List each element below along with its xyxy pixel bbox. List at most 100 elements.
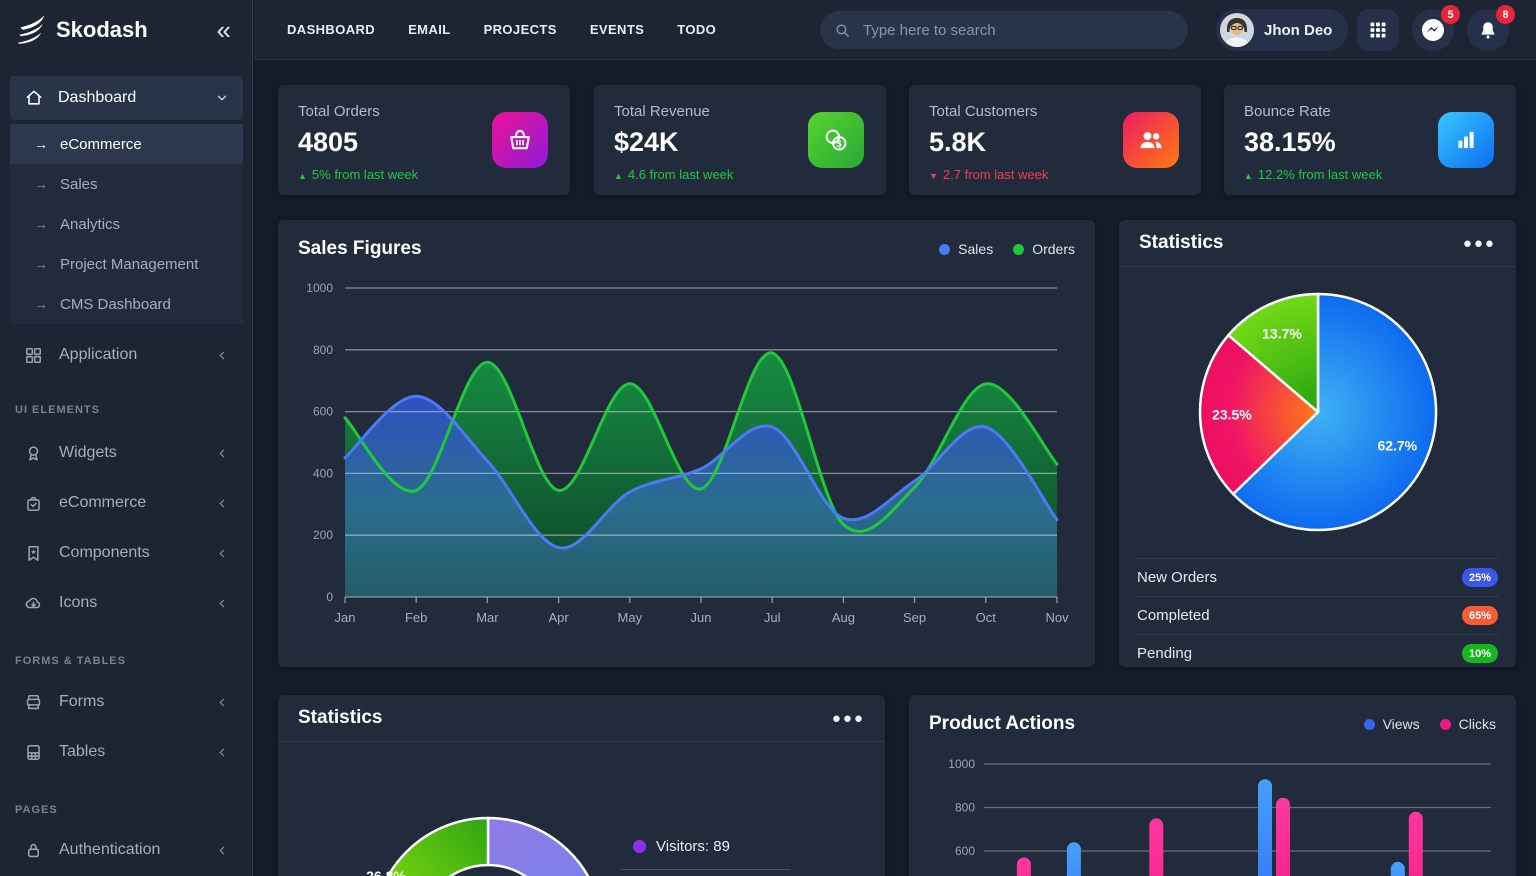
list-item-pending[interactable]: Pending 10% bbox=[1137, 634, 1498, 672]
statistics-pie-card: Statistics ●●● 62.7% 23.5% 13.7% New Order… bbox=[1119, 220, 1516, 667]
sidebar-item-label: Application bbox=[59, 346, 138, 363]
chevron-left-icon bbox=[216, 349, 229, 362]
stat-card-total-revenue: Total Revenue $24K ▲ 4.6 from last week $ bbox=[594, 85, 886, 195]
stat-delta: ▲ 4.6 from last week bbox=[614, 167, 734, 182]
brand: Skodash « bbox=[0, 0, 253, 60]
sidebar-item-label: Icons bbox=[59, 594, 98, 611]
sidebar-item-analytics[interactable]: → Analytics bbox=[10, 204, 243, 244]
section-label-pages: PAGES bbox=[15, 804, 58, 816]
sidebar-item-ecommerce[interactable]: → eCommerce bbox=[10, 124, 243, 164]
apps-launcher-button[interactable] bbox=[1357, 9, 1399, 51]
search-input[interactable] bbox=[861, 20, 1174, 40]
stat-card-total-orders: Total Orders 4805 ▲ 5% from last week bbox=[278, 85, 570, 195]
svg-text:200: 200 bbox=[313, 528, 333, 542]
chevron-left-icon bbox=[216, 597, 229, 610]
cloud-icon bbox=[24, 594, 43, 613]
sidebar-item-label: CMS Dashboard bbox=[60, 295, 171, 313]
medal-icon bbox=[24, 444, 43, 463]
list-item-completed[interactable]: Completed 65% bbox=[1137, 596, 1498, 634]
arrow-right-icon: → bbox=[34, 136, 48, 152]
search-icon bbox=[834, 22, 851, 39]
sidebar: Skodash « Dashboard → eCommerce → Sales bbox=[0, 0, 253, 876]
product-actions-header: Product Actions Views Clicks bbox=[909, 695, 1516, 753]
messages-badge: 5 bbox=[1441, 5, 1460, 24]
notifications-button[interactable]: 8 bbox=[1467, 5, 1515, 51]
sidebar-item-cms-dashboard[interactable]: → CMS Dashboard bbox=[10, 284, 243, 324]
dashboard-submenu: → eCommerce → Sales → Analytics → Projec… bbox=[10, 124, 243, 324]
divider bbox=[278, 741, 885, 742]
svg-text:Jun: Jun bbox=[691, 610, 712, 625]
arrow-right-icon: → bbox=[34, 256, 48, 272]
user-menu[interactable]: Jhon Deo bbox=[1216, 9, 1349, 51]
sidebar-collapse-button[interactable]: « bbox=[216, 15, 231, 45]
nav-todo[interactable]: TODO bbox=[677, 22, 717, 37]
list-item-new-orders[interactable]: New Orders 25% bbox=[1137, 558, 1498, 596]
sales-figures-card: Sales Figures Sales Orders bbox=[278, 220, 1095, 667]
sidebar-item-label: Widgets bbox=[59, 444, 117, 461]
svg-text:Feb: Feb bbox=[405, 610, 427, 625]
sidebar-item-application[interactable]: Application bbox=[10, 333, 243, 377]
svg-text:800: 800 bbox=[313, 343, 333, 357]
svg-text:1000: 1000 bbox=[948, 757, 975, 771]
topbar: DASHBOARD EMAIL PROJECTS EVENTS TODO bbox=[254, 0, 1536, 60]
status-badge: 10% bbox=[1462, 644, 1498, 663]
sidebar-item-label: eCommerce bbox=[60, 135, 142, 153]
sidebar-item-label: Analytics bbox=[60, 215, 121, 233]
sidebar-item-widgets[interactable]: Widgets bbox=[10, 431, 243, 475]
sidebar-item-label: Tables bbox=[59, 743, 106, 760]
lock-icon bbox=[24, 841, 43, 860]
nav-projects[interactable]: PROJECTS bbox=[483, 22, 557, 37]
sidebar-item-authentication[interactable]: Authentication bbox=[10, 828, 243, 872]
more-options-icon[interactable]: ●●● bbox=[1462, 234, 1496, 252]
sidebar-item-forms[interactable]: Forms bbox=[10, 680, 243, 724]
bell-icon bbox=[1477, 19, 1499, 41]
legend-item-clicks: Clicks bbox=[1439, 716, 1496, 732]
sidebar-item-dashboard[interactable]: Dashboard bbox=[10, 76, 243, 120]
sidebar-item-project-management[interactable]: → Project Management bbox=[10, 244, 243, 284]
statistics-list: New Orders 25% Completed 65% Pending 10% bbox=[1137, 558, 1498, 672]
app-grid-icon bbox=[24, 346, 43, 365]
sidebar-item-tables[interactable]: Tables bbox=[10, 730, 243, 774]
card-title: Statistics bbox=[298, 707, 383, 728]
home-icon bbox=[24, 88, 44, 108]
chevron-left-icon bbox=[216, 844, 229, 857]
coins-icon: $ bbox=[808, 112, 864, 168]
notifications-badge: 8 bbox=[1496, 5, 1515, 24]
section-label-ui-elements: UI ELEMENTS bbox=[15, 404, 100, 416]
nav-email[interactable]: EMAIL bbox=[408, 22, 451, 37]
statistics-pie-header: Statistics ●●● bbox=[1119, 220, 1516, 266]
product-actions-legend: Views Clicks bbox=[1363, 716, 1496, 732]
nav-dashboard[interactable]: DASHBOARD bbox=[287, 22, 376, 37]
list-item-label: Pending bbox=[1137, 645, 1193, 662]
more-options-icon[interactable]: ●●● bbox=[831, 709, 865, 727]
sidebar-item-icons[interactable]: Icons bbox=[10, 581, 243, 625]
sidebar-item-sales[interactable]: → Sales bbox=[10, 164, 243, 204]
sidebar-item-components[interactable]: Components bbox=[10, 531, 243, 575]
arrow-right-icon: → bbox=[34, 176, 48, 192]
sidebar-item-ecommerce-ui[interactable]: eCommerce bbox=[10, 481, 243, 525]
chevron-left-icon bbox=[216, 497, 229, 510]
svg-text:600: 600 bbox=[955, 844, 975, 858]
statistics-donut-card: Statistics ●●● 38.5%26.8% Visitors: 89 bbox=[278, 695, 885, 876]
status-badge: 25% bbox=[1462, 568, 1498, 587]
chevron-left-icon bbox=[216, 547, 229, 560]
stat-delta: ▼ 2.7 from last week bbox=[929, 167, 1049, 182]
messages-button[interactable]: 5 bbox=[1412, 5, 1460, 51]
svg-text:26.8%: 26.8% bbox=[366, 868, 406, 876]
legend-label: Visitors: 89 bbox=[656, 838, 730, 855]
shopping-bag-icon bbox=[24, 494, 43, 513]
brand-logo-icon bbox=[12, 11, 50, 49]
trend-up-icon: ▲ bbox=[614, 171, 623, 181]
svg-text:62.7%: 62.7% bbox=[1377, 438, 1417, 454]
list-item-label: Completed bbox=[1137, 607, 1210, 624]
basket-icon bbox=[492, 112, 548, 168]
section-label-forms-tables: FORMS & TABLES bbox=[15, 655, 126, 667]
brand-name: Skodash bbox=[56, 17, 148, 42]
legend-dot-sales bbox=[939, 243, 951, 255]
stat-value: 5.8K bbox=[929, 127, 987, 157]
nav-events[interactable]: EVENTS bbox=[589, 22, 645, 37]
sidebar-item-label: Sales bbox=[60, 175, 98, 193]
legend-dot-clicks bbox=[1439, 718, 1451, 730]
top-navigation: DASHBOARD EMAIL PROJECTS EVENTS TODO bbox=[287, 22, 716, 37]
stat-value: 38.15% bbox=[1244, 127, 1336, 157]
